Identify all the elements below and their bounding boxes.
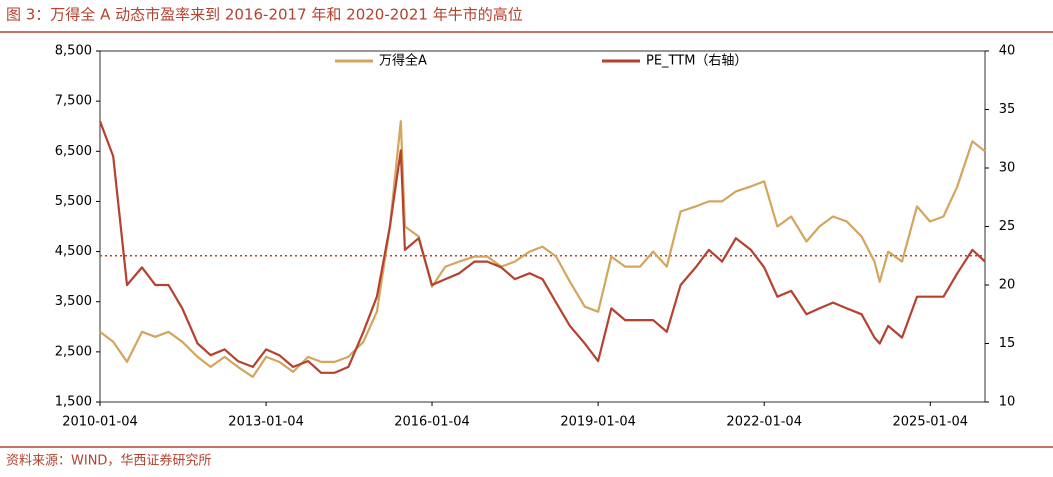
y2-tick-label: 20: [999, 278, 1016, 293]
y2-tick-label: 15: [999, 336, 1016, 351]
y2-tick-label: 30: [999, 161, 1016, 176]
y-tick-label: 3,500: [55, 294, 92, 309]
x-tick-label: 2013-01-04: [228, 415, 304, 430]
x-tick-label: 2025-01-04: [893, 415, 969, 430]
y2-tick-label: 10: [999, 395, 1016, 410]
x-tick-label: 2010-01-04: [62, 415, 138, 430]
legend-label: 万得全A: [379, 53, 427, 69]
y2-tick-label: 40: [999, 44, 1016, 59]
series-line: [99, 120, 986, 378]
source-note: 资料来源：WIND，华西证券研究所: [6, 453, 211, 469]
legend-label: PE_TTM（右轴）: [646, 54, 747, 69]
x-tick-label: 2022-01-04: [726, 415, 802, 430]
y2-tick-label: 35: [999, 102, 1016, 117]
series-line: [98, 120, 986, 374]
y2-tick-label: 25: [999, 219, 1016, 234]
y-tick-label: 8,500: [55, 44, 92, 59]
y-tick-label: 7,500: [55, 94, 92, 109]
y-tick-label: 5,500: [55, 194, 92, 209]
y-tick-label: 4,500: [55, 244, 92, 259]
x-tick-label: 2019-01-04: [560, 415, 636, 430]
y-tick-label: 2,500: [55, 344, 92, 359]
y-tick-label: 6,500: [55, 144, 92, 159]
x-tick-label: 2016-01-04: [394, 415, 470, 430]
y-tick-label: 1,500: [55, 395, 92, 410]
chart-title: 图 3：万得全 A 动态市盈率来到 2016-2017 年和 2020-2021…: [6, 6, 523, 24]
